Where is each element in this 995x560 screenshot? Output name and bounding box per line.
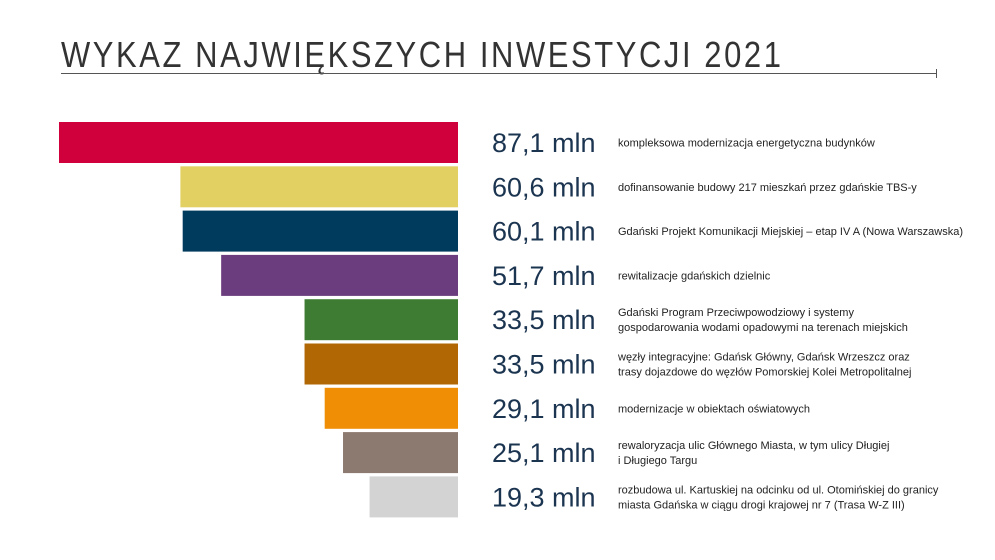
description-3-line-1: Gdański Projekt Komunikacji Miejskiej – … [618,226,963,238]
description-9-line-1: rozbudowa ul. Kartuskiej na odcinku od u… [618,484,939,496]
value-label-9: 19,3 mln [492,482,596,512]
description-7-line-1: modernizacje w obiektach oświatowych [618,403,810,415]
title-rule [61,73,937,74]
description-8-line-2: i Długiego Targu [618,455,697,467]
description-4-line-1: rewitalizacje gdańskich dzielnic [618,270,771,282]
description-6-line-1: węzły integracyjne: Gdańsk Główny, Gdańs… [617,352,910,364]
bar-7 [324,387,458,429]
description-1-line-1: kompleksowa modernizacja energetyczna bu… [618,138,875,150]
description-9-line-2: miasta Gdańska w ciągu drogi krajowej nr… [618,499,905,511]
description-8-line-1: rewaloryzacja ulic Głównego Miasta, w ty… [618,440,889,452]
value-label-1: 87,1 mln [492,128,596,158]
value-label-4: 51,7 mln [492,261,596,291]
bar-1 [59,122,458,163]
description-5-line-2: gospodarowania wodami opadowymi na teren… [618,322,908,334]
value-label-2: 60,6 mln [492,172,596,202]
bar-2 [180,166,458,208]
description-5-line-1: Gdański Program Przeciwpowodziowy i syst… [618,307,854,319]
page-title: WYKAZ NAJWIĘKSZYCH INWESTYCJI 2021 [61,34,784,75]
bar-5 [304,299,458,341]
value-label-6: 33,5 mln [492,350,596,380]
value-label-3: 60,1 mln [492,217,596,247]
bar-4 [221,254,458,296]
value-label-7: 29,1 mln [492,394,596,424]
description-6-line-2: trasy dojazdowe do węzłów Pomorskiej Kol… [618,367,911,379]
bar-9 [369,476,458,518]
value-label-5: 33,5 mln [492,305,596,335]
bar-3 [182,210,458,252]
value-label-8: 25,1 mln [492,438,596,468]
description-2-line-1: dofinansowanie budowy 217 mieszkań przez… [618,182,917,194]
title-rule-end-tick [936,69,937,78]
bar-8 [343,432,458,474]
bar-6 [304,343,458,385]
